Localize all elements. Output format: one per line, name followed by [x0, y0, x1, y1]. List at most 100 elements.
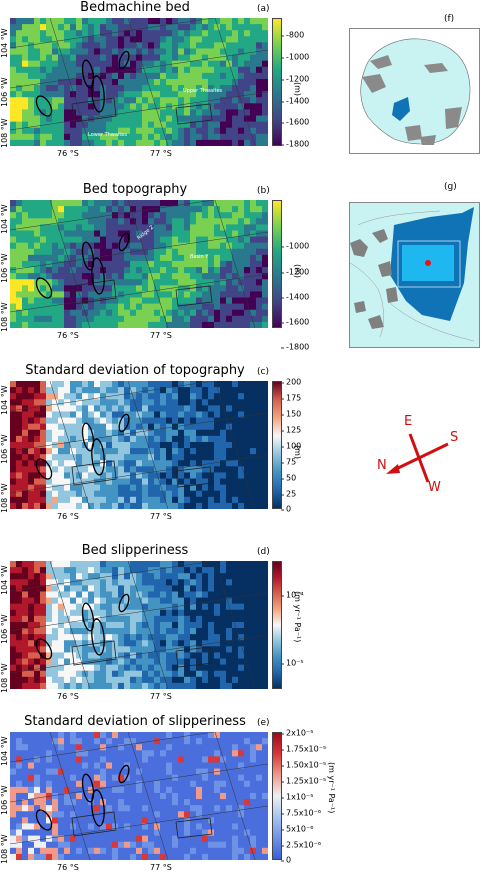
colorbar-tick: -1600 — [280, 117, 310, 127]
colorbar-tick: 10⁻⁵ — [281, 658, 304, 668]
coast-rock — [354, 301, 366, 313]
ice-shelf — [424, 63, 448, 73]
graticule-latitude — [10, 561, 216, 592]
lake-outline — [35, 458, 53, 480]
coast-rock — [378, 261, 392, 277]
graticule-latitude — [10, 763, 268, 803]
colorbar-tick: 0 — [280, 504, 292, 514]
graticule-latitude — [10, 18, 216, 49]
x-tick-label: 76 °S — [57, 149, 79, 158]
graticule-latitude — [10, 454, 268, 494]
colorbar-tick: -800 — [280, 30, 305, 40]
colorbar-tick: -1400 — [280, 96, 310, 106]
graticule-latitude — [10, 634, 268, 674]
y-tick-label: 106 °W — [0, 434, 9, 464]
panel-d: Bed slipperiness (d) 10⁻⁴ 10⁻⁵ (m yr⁻¹ P… — [0, 543, 345, 721]
y-tick-label: 108 °W — [0, 302, 9, 332]
graticule-longitude — [214, 732, 256, 860]
panel-title: Bedmachine bed — [80, 0, 190, 15]
ice-shelf — [405, 125, 422, 141]
panel-label: (a) — [257, 4, 270, 14]
lake-outline — [91, 438, 105, 476]
graticule-longitude — [49, 732, 91, 860]
panel-e: Standard deviation of slipperiness (e) 2… — [0, 714, 345, 892]
lake-outline — [91, 618, 105, 656]
colorbar-tick: 2.5x10⁻⁶ — [280, 840, 322, 850]
colorbar-tick: 50 — [280, 473, 297, 483]
model-domain — [397, 240, 461, 288]
lake-outline — [91, 257, 105, 295]
colorbar-tick: -1000 — [280, 52, 310, 62]
x-tick-label: 77 °S — [150, 331, 172, 340]
colorbar — [272, 561, 282, 689]
basin-map — [349, 203, 479, 347]
colorbar-tick: -1800 — [280, 342, 310, 352]
x-tick-label: 77 °S — [150, 863, 172, 872]
graticule-latitude — [10, 231, 268, 271]
map-overlay — [10, 381, 268, 509]
panel-label: (d) — [257, 547, 270, 557]
panel-label: (e) — [257, 718, 270, 728]
colorbar-unit: (m) — [293, 264, 302, 279]
colorbar-tick: 25 — [280, 489, 297, 499]
x-tick-label: 76 °S — [57, 863, 79, 872]
graticule-longitude — [214, 381, 256, 509]
thwaites-basin — [392, 97, 410, 121]
coastline — [349, 262, 384, 338]
graticule-latitude — [10, 805, 268, 845]
coast-rock — [386, 287, 398, 303]
colorbar-tick: 1.50x10⁻⁵ — [280, 760, 327, 770]
graticule-longitude — [49, 18, 91, 146]
lake-outline — [35, 95, 53, 117]
grounding-line — [357, 210, 441, 226]
lake-outline — [81, 773, 95, 803]
colorbar-tick: -1200 — [280, 74, 310, 84]
y-tick-label: 108 °W — [0, 118, 9, 148]
map-field — [10, 381, 268, 509]
region-box — [71, 97, 117, 123]
graticule-latitude — [10, 381, 216, 412]
graticule-latitude — [10, 91, 268, 131]
ice-shelf — [362, 74, 386, 93]
colorbar-tick: 175 — [280, 393, 302, 403]
graticule-longitude — [49, 561, 91, 689]
panel-label: (f) — [444, 14, 455, 24]
colorbar-unit: (m) — [293, 82, 302, 97]
colorbar-tick: 125 — [280, 425, 302, 435]
colorbar-tick: 2x10⁻⁵ — [280, 728, 314, 738]
y-tick-label: 106 °W — [0, 77, 9, 107]
graticule-latitude — [10, 49, 268, 89]
inset-basin — [349, 202, 480, 348]
x-tick-label: 77 °S — [150, 149, 172, 158]
region-box — [175, 646, 213, 668]
map-overlay — [10, 732, 268, 860]
colorbar-tick: -1800 — [280, 139, 310, 149]
region-box — [71, 460, 117, 486]
y-tick-label: 108 °W — [0, 483, 9, 513]
y-tick-label: 104 °W — [0, 204, 9, 234]
graticule-latitude — [10, 592, 268, 632]
colorbar-unit: (m) — [293, 445, 302, 460]
lake-outline — [118, 232, 130, 252]
colorbar-tick: 75 — [280, 457, 297, 467]
compass-e: E — [404, 414, 413, 429]
location-marker — [425, 260, 431, 266]
colorbar-tick: 200 — [280, 377, 302, 387]
map-overlay — [10, 18, 268, 146]
y-tick-label: 104 °W — [0, 565, 9, 595]
region-box — [175, 285, 213, 307]
x-tick-label: 76 °S — [57, 331, 79, 340]
x-tick-label: 77 °S — [150, 512, 172, 521]
ice-shelf — [420, 135, 436, 145]
colorbar-unit: (m yr⁻¹ Pa⁻¹) — [327, 762, 336, 814]
panel-title: Bed topography — [82, 182, 188, 197]
graticule-latitude — [10, 273, 268, 313]
coast-rock — [350, 239, 368, 257]
y-tick-label: 104 °W — [0, 385, 9, 415]
y-tick-label: 108 °W — [0, 663, 9, 693]
colorbar-tick: -1200 — [280, 267, 310, 277]
map-std-topography — [10, 381, 268, 509]
map-std-slipperiness — [10, 732, 268, 860]
colorbar-tick: 100 — [280, 441, 302, 451]
y-tick-label: 104 °W — [0, 28, 9, 58]
